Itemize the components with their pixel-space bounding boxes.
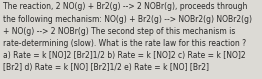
- Text: The reaction, 2 NO(g) + Br2(g) --> 2 NOBr(g), proceeds through
the following mec: The reaction, 2 NO(g) + Br2(g) --> 2 NOB…: [3, 2, 252, 72]
